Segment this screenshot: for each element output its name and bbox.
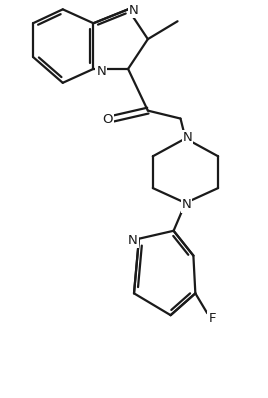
Text: N: N [96, 65, 106, 78]
Text: F: F [209, 312, 216, 325]
Text: O: O [102, 113, 113, 126]
Text: N: N [128, 234, 138, 247]
Text: N: N [182, 199, 191, 211]
Text: N: N [129, 4, 139, 17]
Text: N: N [183, 131, 192, 144]
